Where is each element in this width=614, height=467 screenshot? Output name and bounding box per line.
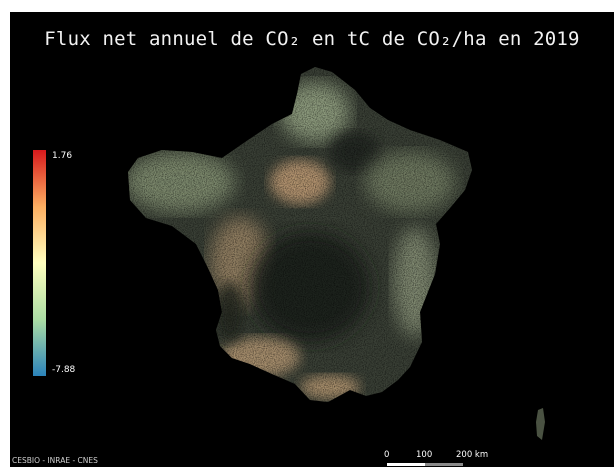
scalebar-segment-1: [387, 463, 425, 466]
scalebar-label-0: 0: [384, 450, 390, 460]
scalebar-label-100: 100: [416, 450, 433, 460]
map-frame: Flux net annuel de CO₂ en tC de CO₂/ha e…: [10, 12, 614, 467]
scalebar-label-200: 200 km: [456, 450, 489, 460]
colorbar-max-label: 1.76: [52, 151, 73, 161]
france-land: [128, 67, 545, 440]
colorbar-min-label: -7.88: [52, 365, 76, 375]
corsica-island: [536, 408, 545, 440]
texture-overlay: [128, 67, 472, 402]
scalebar-segment-2: [425, 463, 463, 466]
map-title: Flux net annuel de CO₂ en tC de CO₂/ha e…: [44, 28, 580, 50]
france-flux-map: [128, 67, 545, 440]
colorbar: [33, 150, 46, 376]
credits-text: CESBIO - INRAE - CNES: [12, 456, 98, 465]
